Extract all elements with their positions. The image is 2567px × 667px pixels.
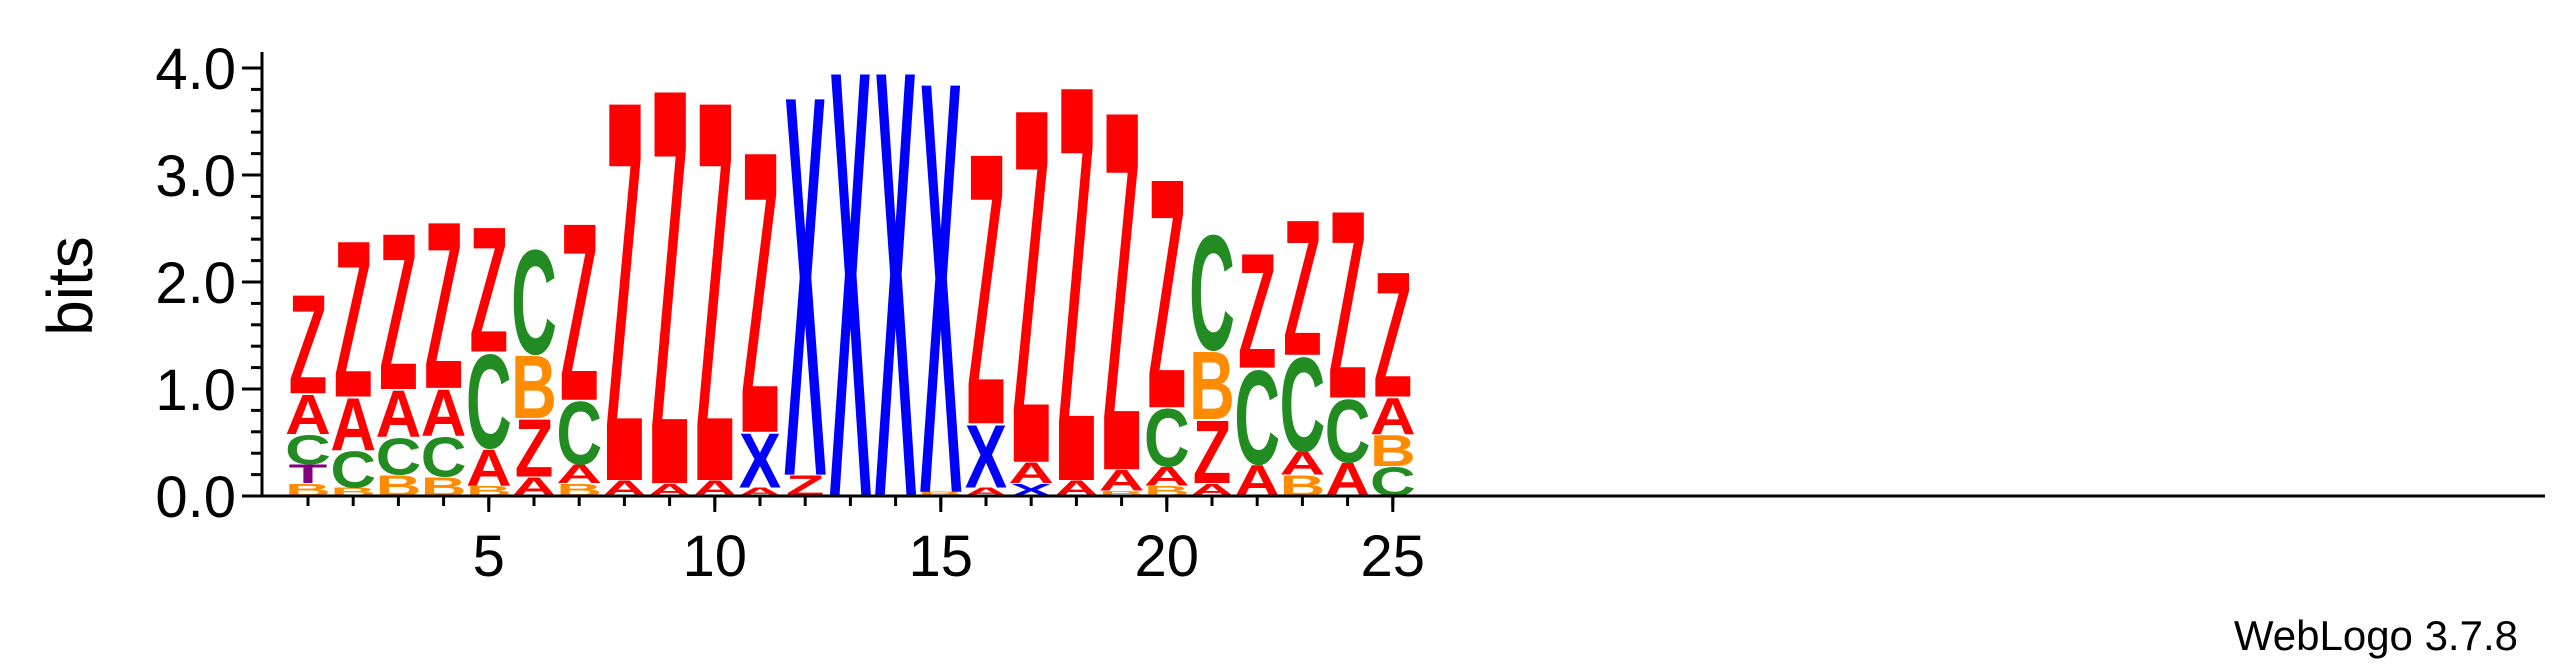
logo-glyph-z: Z xyxy=(1283,179,1322,397)
logo-glyph-z: Z xyxy=(1102,3,1141,579)
logo-glyph-z: Z xyxy=(334,194,373,444)
logo-glyph-z: Z xyxy=(1147,111,1186,478)
logo-glyph-z: Z xyxy=(650,0,689,604)
logo-glyph-z: Z xyxy=(560,171,599,455)
logo-glyph-a: A xyxy=(1370,387,1416,446)
logo-glyph-a: A xyxy=(330,382,376,466)
logo-glyph-c: C xyxy=(330,441,376,500)
logo-glyph-z: Z xyxy=(469,190,508,390)
logo-glyph-c: C xyxy=(511,220,557,387)
logo-glyph-z: Z xyxy=(967,71,1006,505)
y-tick-label: 1.0 xyxy=(155,358,236,423)
y-tick-label: 0.0 xyxy=(155,465,236,530)
logo-glyph-z: Z xyxy=(1328,155,1367,455)
logo-glyph-a: A xyxy=(421,375,467,450)
logo-glyph-a: A xyxy=(1280,445,1326,482)
y-tick-label: 4.0 xyxy=(155,37,236,102)
axes: 0.0 1.0 2.0 3.0 4.0 5 10 15 20 25 xyxy=(155,37,2545,589)
logo-glyph-z: Z xyxy=(1238,220,1277,403)
logo-glyph-c: C xyxy=(1189,202,1235,385)
logo-glyph-z: Z xyxy=(1193,403,1232,502)
logo-glyph-c: C xyxy=(1325,382,1371,481)
y-axis-label: bits xyxy=(34,236,106,336)
logo-glyph-a: A xyxy=(556,459,602,489)
logo-glyph-c: C xyxy=(556,384,602,483)
logo-glyph-c: C xyxy=(466,328,512,478)
logo-glyph-a: A xyxy=(466,438,512,497)
logo-glyph-x: X xyxy=(920,0,962,617)
logo-glyph-a: A xyxy=(285,383,331,446)
y-tick-label: 3.0 xyxy=(155,144,236,209)
logo-glyph-z: Z xyxy=(424,173,463,440)
logo-glyph-z: Z xyxy=(379,186,418,436)
logo-glyph-x: X xyxy=(829,0,871,627)
logo-glyph-a: A xyxy=(1008,457,1054,490)
logo-glyph-x: X xyxy=(875,0,917,627)
x-tick-label: 5 xyxy=(473,524,505,589)
logo-glyph-z: Z xyxy=(1373,235,1412,435)
logo-glyph-z: Z xyxy=(1057,0,1096,601)
logo-glyph-z: Z xyxy=(289,267,328,425)
x-tick-label: 25 xyxy=(1361,524,1426,589)
x-tick-label: 10 xyxy=(683,524,748,589)
logo-glyph-b: B xyxy=(918,491,964,498)
y-tick-label: 2.0 xyxy=(155,251,236,316)
logo-glyph-z: Z xyxy=(741,69,780,519)
logo-glyph-a: A xyxy=(1099,464,1145,497)
logo-glyph-c: C xyxy=(1234,344,1280,494)
logo-glyph-c: C xyxy=(421,426,467,489)
logo-glyph-c: C xyxy=(285,426,331,473)
logo-glyph-x: X xyxy=(784,0,826,591)
logo-glyph-b: B xyxy=(1099,489,1145,497)
logo-glyph-z: Z xyxy=(1012,1,1051,569)
logo-glyph-b: B xyxy=(1189,332,1235,440)
logo-glyph-x: X xyxy=(739,418,781,505)
x-tick-label: 20 xyxy=(1135,524,1200,589)
logo-glyph-b: B xyxy=(1370,425,1416,476)
logo-glyph-z: Z xyxy=(605,0,644,597)
logo-glyph-c: C xyxy=(1280,331,1326,481)
weblogo-credit: WebLogo 3.7.8 xyxy=(2234,612,2518,659)
logo-glyph-c: C xyxy=(1144,392,1190,484)
logo-glyph-a: A xyxy=(376,376,422,451)
logo-glyph-x: X xyxy=(965,408,1007,507)
logo-glyph-z: Z xyxy=(515,403,554,495)
logo-glyph-t: T xyxy=(289,459,328,489)
logo-glyph-c: C xyxy=(376,428,422,487)
logo-glyph-b: B xyxy=(511,338,557,437)
x-tick-label: 15 xyxy=(909,524,974,589)
logo-glyph-a: A xyxy=(1144,461,1190,491)
